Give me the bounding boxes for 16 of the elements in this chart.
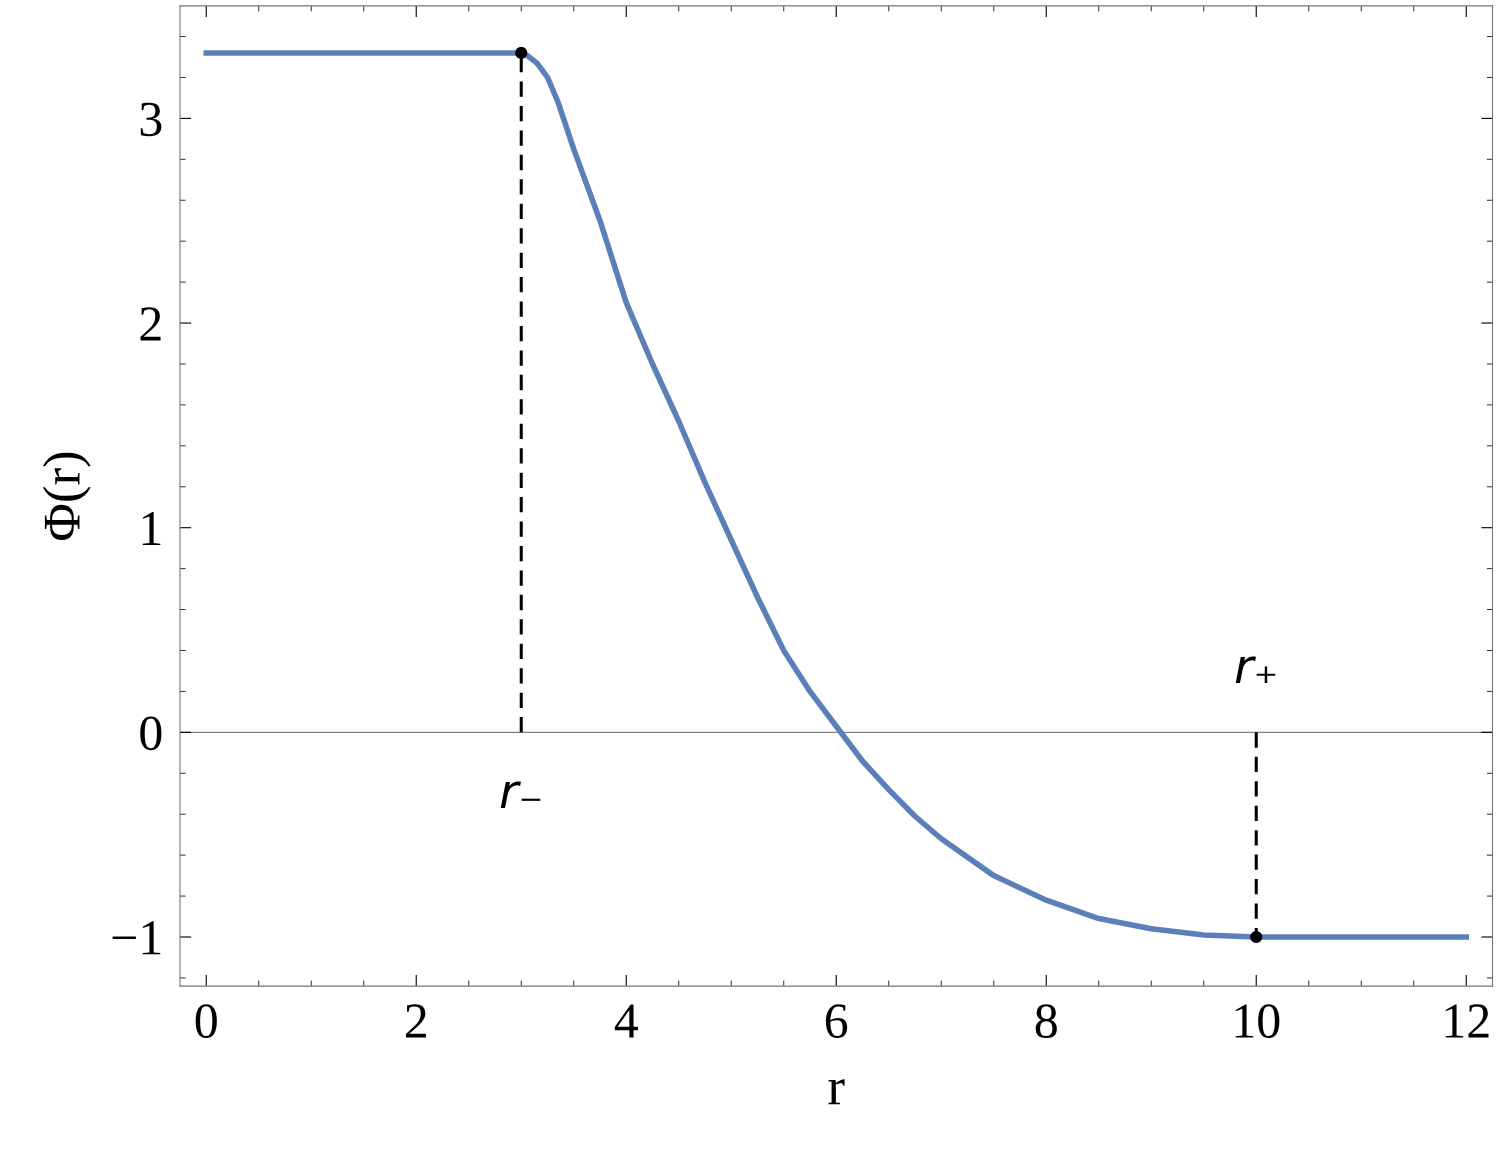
- annotation: r₊: [1235, 656, 1276, 684]
- annotation: r₋: [500, 781, 541, 808]
- y-tick-label: 0: [140, 716, 162, 751]
- x-tick-label: 12: [1445, 1004, 1489, 1038]
- x-tick-label: 10: [1235, 1004, 1280, 1038]
- x-axis-title: r: [828, 1079, 845, 1105]
- x-tick-label: 0: [195, 1004, 217, 1038]
- x-tick-label: 2: [405, 1004, 426, 1038]
- x-tick-label: 8: [1035, 1004, 1057, 1038]
- x-tick-label: 4: [614, 1004, 638, 1038]
- y-tick-label: 2: [140, 307, 161, 341]
- x-tick-label: 6: [825, 1004, 848, 1038]
- y-tick-label: −1: [112, 921, 161, 955]
- y-tick-label: 1: [142, 512, 161, 546]
- y-axis-title: Φ(r): [42, 452, 91, 541]
- y-tick-label: 3: [140, 102, 162, 137]
